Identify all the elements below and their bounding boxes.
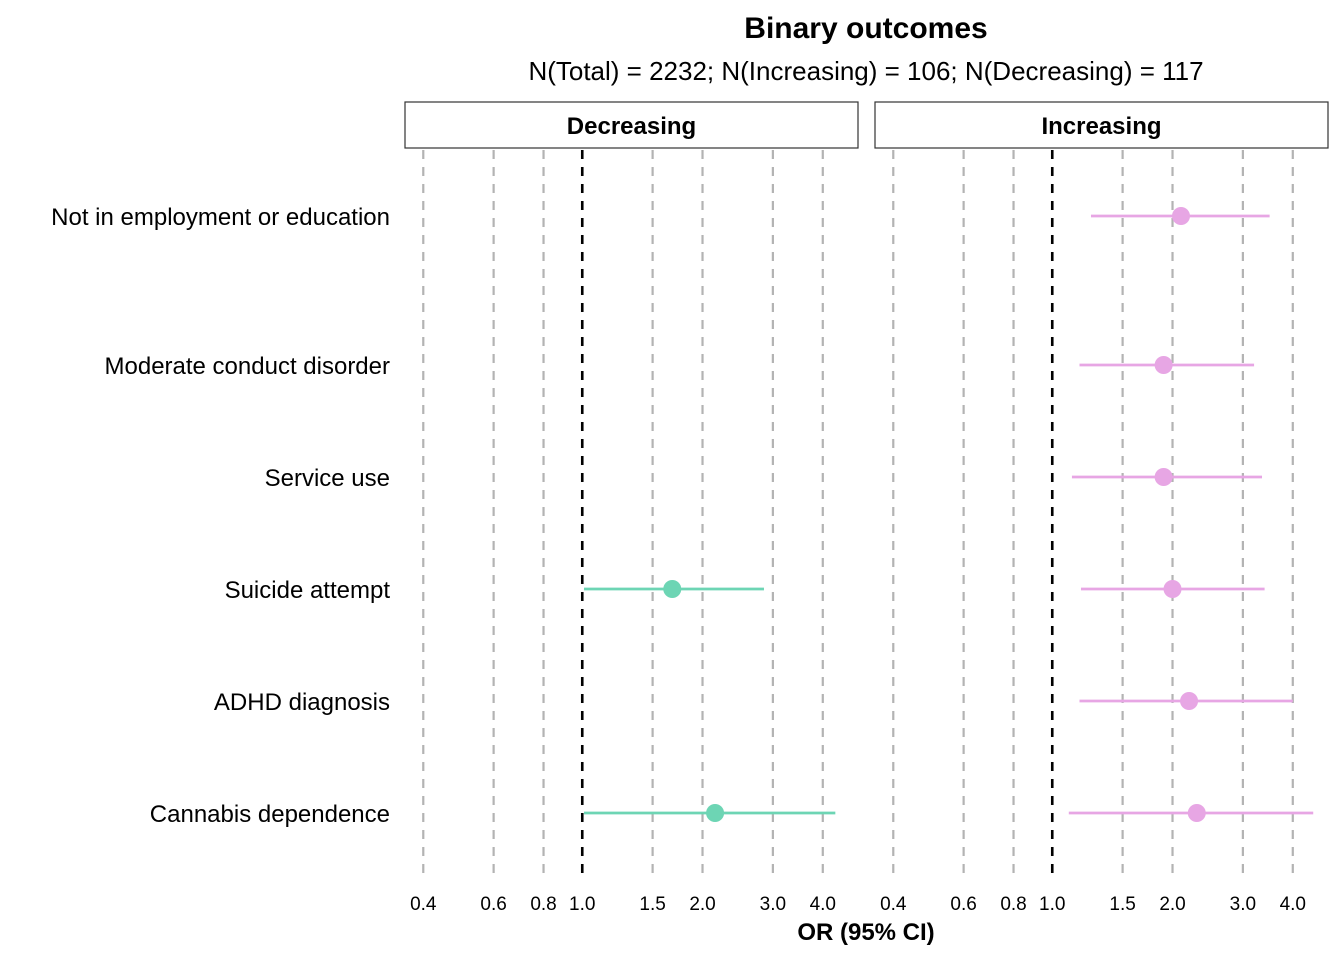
point-increasing-adhd-diagnosis: [1180, 692, 1199, 710]
x-tick-decreasing-3.0: 3.0: [760, 894, 786, 915]
y-label-service-use: Service use: [265, 465, 390, 492]
point-decreasing-suicide-attempt: [663, 580, 682, 598]
x-tick-increasing-3.0: 3.0: [1230, 894, 1256, 915]
x-tick-increasing-0.6: 0.6: [950, 894, 976, 915]
x-tick-decreasing-2.0: 2.0: [689, 894, 715, 915]
strip-increasing: [874, 101, 1329, 149]
point-increasing-suicide-attempt: [1163, 580, 1182, 598]
x-tick-increasing-1.0: 1.0: [1039, 894, 1065, 915]
x-tick-decreasing-4.0: 4.0: [810, 894, 836, 915]
point-decreasing-cannabis-dependence: [706, 804, 725, 822]
x-axis-title: OR (95% CI): [797, 919, 934, 946]
x-tick-decreasing-0.8: 0.8: [530, 894, 556, 915]
y-label-suicide-attempt: Suicide attempt: [225, 577, 391, 604]
chart-subtitle: N(Total) = 2232; N(Increasing) = 106; N(…: [528, 56, 1203, 86]
x-tick-decreasing-1.5: 1.5: [639, 894, 665, 915]
x-tick-decreasing-0.6: 0.6: [480, 894, 506, 915]
x-tick-increasing-4.0: 4.0: [1280, 894, 1306, 915]
x-tick-increasing-0.4: 0.4: [880, 894, 907, 915]
x-tick-increasing-0.8: 0.8: [1000, 894, 1026, 915]
y-label-cannabis-dependence: Cannabis dependence: [150, 801, 390, 828]
point-increasing-moderate-conduct-disorder: [1154, 356, 1173, 374]
point-increasing-not-in-employment-or-education: [1171, 207, 1190, 225]
point-increasing-service-use: [1154, 468, 1173, 486]
x-tick-decreasing-0.4: 0.4: [410, 894, 437, 915]
strip-decreasing: [404, 101, 859, 149]
x-tick-increasing-2.0: 2.0: [1159, 894, 1185, 915]
strip-label-decreasing: Decreasing: [567, 113, 696, 140]
y-label-adhd-diagnosis: ADHD diagnosis: [214, 689, 390, 716]
y-label-not-in-employment-or-education: Not in employment or education: [51, 204, 390, 231]
strip-label-increasing: Increasing: [1041, 113, 1161, 140]
point-increasing-cannabis-dependence: [1187, 804, 1206, 822]
y-label-moderate-conduct-disorder: Moderate conduct disorder: [105, 353, 391, 380]
chart-title: Binary outcomes: [744, 12, 987, 45]
x-tick-decreasing-1.0: 1.0: [569, 894, 595, 915]
x-tick-increasing-1.5: 1.5: [1109, 894, 1135, 915]
